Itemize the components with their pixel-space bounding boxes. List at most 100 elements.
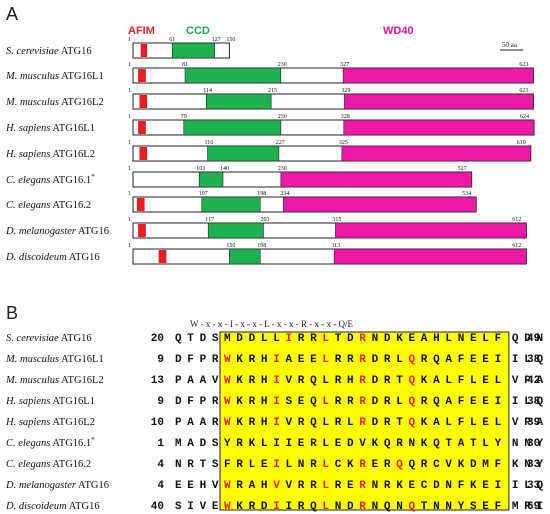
- residue: R: [347, 396, 354, 408]
- residue: E: [347, 480, 354, 492]
- gene-name: ATG16.1: [50, 175, 91, 186]
- residue: D: [372, 375, 379, 387]
- residue: R: [335, 480, 342, 492]
- residue: A: [187, 417, 194, 429]
- residue-number: 612: [512, 243, 521, 249]
- species-name: M. musculus: [5, 97, 59, 108]
- residue: P: [524, 417, 531, 429]
- residue: I: [512, 354, 519, 366]
- residue: S: [470, 501, 477, 513]
- alignment-row: D. melanogaster ATG16 4 E E H V W R A H V V R R L R E R N R…: [5, 480, 544, 492]
- residue-number: 79: [181, 114, 187, 120]
- legend-afim: AFIM: [128, 25, 155, 37]
- residue: Q: [433, 438, 440, 450]
- sequence-label: H. sapiens ATG16L1: [5, 396, 95, 407]
- wd40-domain: [283, 196, 477, 213]
- residue: V: [445, 459, 452, 471]
- residue: F: [495, 501, 502, 513]
- residue: A: [200, 375, 207, 387]
- protein-label: H. sapiens ATG16L1: [5, 123, 95, 134]
- residue: K: [236, 375, 243, 387]
- residue-number: 1: [128, 62, 131, 68]
- residue: L: [470, 375, 477, 387]
- residue: A: [458, 438, 465, 450]
- conserved-residue: L: [322, 396, 329, 408]
- conserved-residue: R: [359, 459, 366, 471]
- residue: L: [445, 333, 452, 345]
- scale-bar-label: 50 aa: [502, 41, 518, 49]
- conserved-residue: R: [359, 333, 366, 345]
- wd40-domain: [341, 145, 532, 162]
- start-position: 40: [151, 501, 164, 513]
- protein-row: C. elegans ATG16.1* 1 103 140 230 527: [6, 166, 473, 188]
- residue: R: [249, 501, 256, 513]
- residue: R: [298, 333, 305, 345]
- protein-row: S. cerevisiae ATG16 1 61 127 150: [6, 37, 235, 59]
- residue: R: [249, 417, 256, 429]
- residue: L: [524, 396, 531, 408]
- residue: K: [236, 354, 243, 366]
- conserved-residue: W: [224, 396, 231, 408]
- residue: F: [495, 333, 502, 345]
- residue-number: 325: [339, 140, 348, 146]
- residue: N: [372, 333, 379, 345]
- conserved-residue: R: [359, 396, 366, 408]
- protein-domain-rows: S. cerevisiae ATG16 1 61 127 150 M. musculus …: [5, 37, 535, 265]
- residue: D: [261, 501, 268, 513]
- residue: P: [524, 375, 531, 387]
- species-name: D. discoideum: [5, 252, 67, 263]
- sequence-label: D. discoideum ATG16: [5, 501, 100, 512]
- residue: D: [347, 333, 354, 345]
- residue: L: [495, 375, 502, 387]
- residue-number: 527: [458, 166, 467, 172]
- residue: L: [445, 417, 452, 429]
- residue: N: [298, 459, 305, 471]
- residue: Q: [537, 396, 544, 408]
- residue: N: [433, 501, 440, 513]
- conserved-residue: Q: [409, 354, 416, 366]
- residue: F: [458, 417, 465, 429]
- species-name: C. elegans: [6, 200, 50, 211]
- residue: S: [212, 459, 219, 471]
- conserved-residue: R: [359, 501, 366, 513]
- residue-number: 619: [517, 140, 526, 146]
- residue: I: [286, 438, 293, 450]
- residue: R: [298, 375, 305, 387]
- residue: L: [261, 438, 268, 450]
- residue-number: 612: [512, 217, 521, 223]
- residue: S: [175, 501, 182, 513]
- residue-number: 534: [462, 191, 471, 197]
- conserved-residue: Q: [409, 501, 416, 513]
- ccd-domain: [198, 171, 224, 188]
- conserved-residue: L: [322, 354, 329, 366]
- conserved-residue: I: [273, 354, 280, 366]
- residue-number: 1: [128, 243, 131, 249]
- residue: T: [445, 438, 452, 450]
- residue: R: [298, 480, 305, 492]
- conserved-residue: W: [224, 354, 231, 366]
- afim-domain: [139, 147, 148, 160]
- residue: L: [322, 438, 329, 450]
- residue: P: [175, 375, 182, 387]
- residue: V: [212, 375, 219, 387]
- protein-row: M. musculus ATG16L1 1 81 230 327 623: [5, 62, 534, 84]
- residue: N: [512, 438, 519, 450]
- residue: E: [298, 354, 305, 366]
- residue-number: 127: [212, 37, 221, 43]
- residue: V: [286, 375, 293, 387]
- residue: E: [409, 480, 416, 492]
- residue: H: [261, 417, 268, 429]
- residue: R: [187, 459, 194, 471]
- residue: R: [212, 417, 219, 429]
- conserved-residue: W: [224, 417, 231, 429]
- residue-number: 329: [341, 88, 350, 94]
- end-position: 30: [527, 438, 540, 450]
- residue: R: [310, 459, 317, 471]
- residue: D: [236, 333, 243, 345]
- residue: D: [524, 333, 531, 345]
- residue: D: [347, 438, 354, 450]
- residue: Y: [224, 438, 231, 450]
- afim-domain: [140, 44, 148, 57]
- sequence-label: D. melanogaster ATG16: [5, 480, 109, 491]
- residue: Q: [310, 375, 317, 387]
